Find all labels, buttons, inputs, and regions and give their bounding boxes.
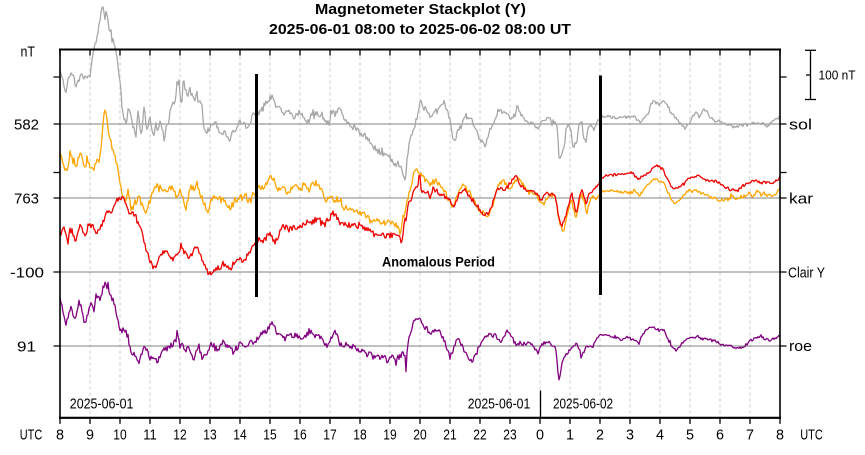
- svg-text:14: 14: [233, 428, 246, 444]
- svg-text:10: 10: [113, 428, 126, 444]
- svg-text:2025-06-01: 2025-06-01: [70, 397, 134, 413]
- svg-text:15: 15: [263, 428, 276, 444]
- svg-text:UTC: UTC: [20, 428, 43, 444]
- svg-text:22: 22: [473, 428, 486, 444]
- svg-text:12: 12: [173, 428, 186, 444]
- svg-text:23: 23: [503, 428, 516, 444]
- svg-text:7: 7: [746, 428, 754, 444]
- svg-text:11: 11: [143, 428, 156, 444]
- svg-text:3: 3: [626, 428, 634, 444]
- svg-text:8: 8: [776, 428, 784, 444]
- svg-text:582: 582: [14, 117, 39, 133]
- svg-text:sol: sol: [789, 118, 812, 134]
- svg-text:763: 763: [14, 191, 39, 207]
- svg-text:16: 16: [293, 428, 306, 444]
- svg-text:2025-06-02: 2025-06-02: [553, 397, 613, 413]
- svg-text:nT: nT: [20, 44, 35, 61]
- svg-text:0: 0: [536, 428, 544, 444]
- svg-text:2025-06-01: 2025-06-01: [468, 397, 531, 413]
- svg-text:9: 9: [86, 428, 94, 444]
- svg-text:13: 13: [203, 428, 216, 444]
- svg-text:5: 5: [686, 428, 694, 444]
- svg-text:19: 19: [383, 428, 396, 444]
- svg-text:1: 1: [566, 428, 574, 444]
- svg-text:Clair Y: Clair Y: [788, 266, 825, 282]
- svg-text:17: 17: [323, 428, 336, 444]
- svg-text:21: 21: [443, 428, 456, 444]
- svg-text:8: 8: [56, 428, 64, 444]
- svg-text:18: 18: [353, 428, 366, 444]
- svg-text:UTC: UTC: [800, 428, 823, 444]
- svg-text:4: 4: [656, 428, 664, 444]
- svg-text:roe: roe: [789, 339, 812, 355]
- svg-text:20: 20: [413, 428, 426, 444]
- svg-text:kar: kar: [789, 192, 813, 208]
- svg-text:2: 2: [596, 428, 604, 444]
- svg-text:91: 91: [17, 339, 36, 355]
- svg-text:Magnetometer Stackplot (Y): Magnetometer Stackplot (Y): [315, 1, 526, 18]
- svg-text:-100: -100: [10, 265, 44, 281]
- svg-text:Anomalous Period: Anomalous Period: [382, 254, 495, 270]
- svg-text:100 nT: 100 nT: [819, 68, 856, 83]
- svg-text:2025-06-01 08:00 to 2025-06-02: 2025-06-01 08:00 to 2025-06-02 08:00 UT: [269, 21, 571, 38]
- svg-text:6: 6: [716, 428, 724, 444]
